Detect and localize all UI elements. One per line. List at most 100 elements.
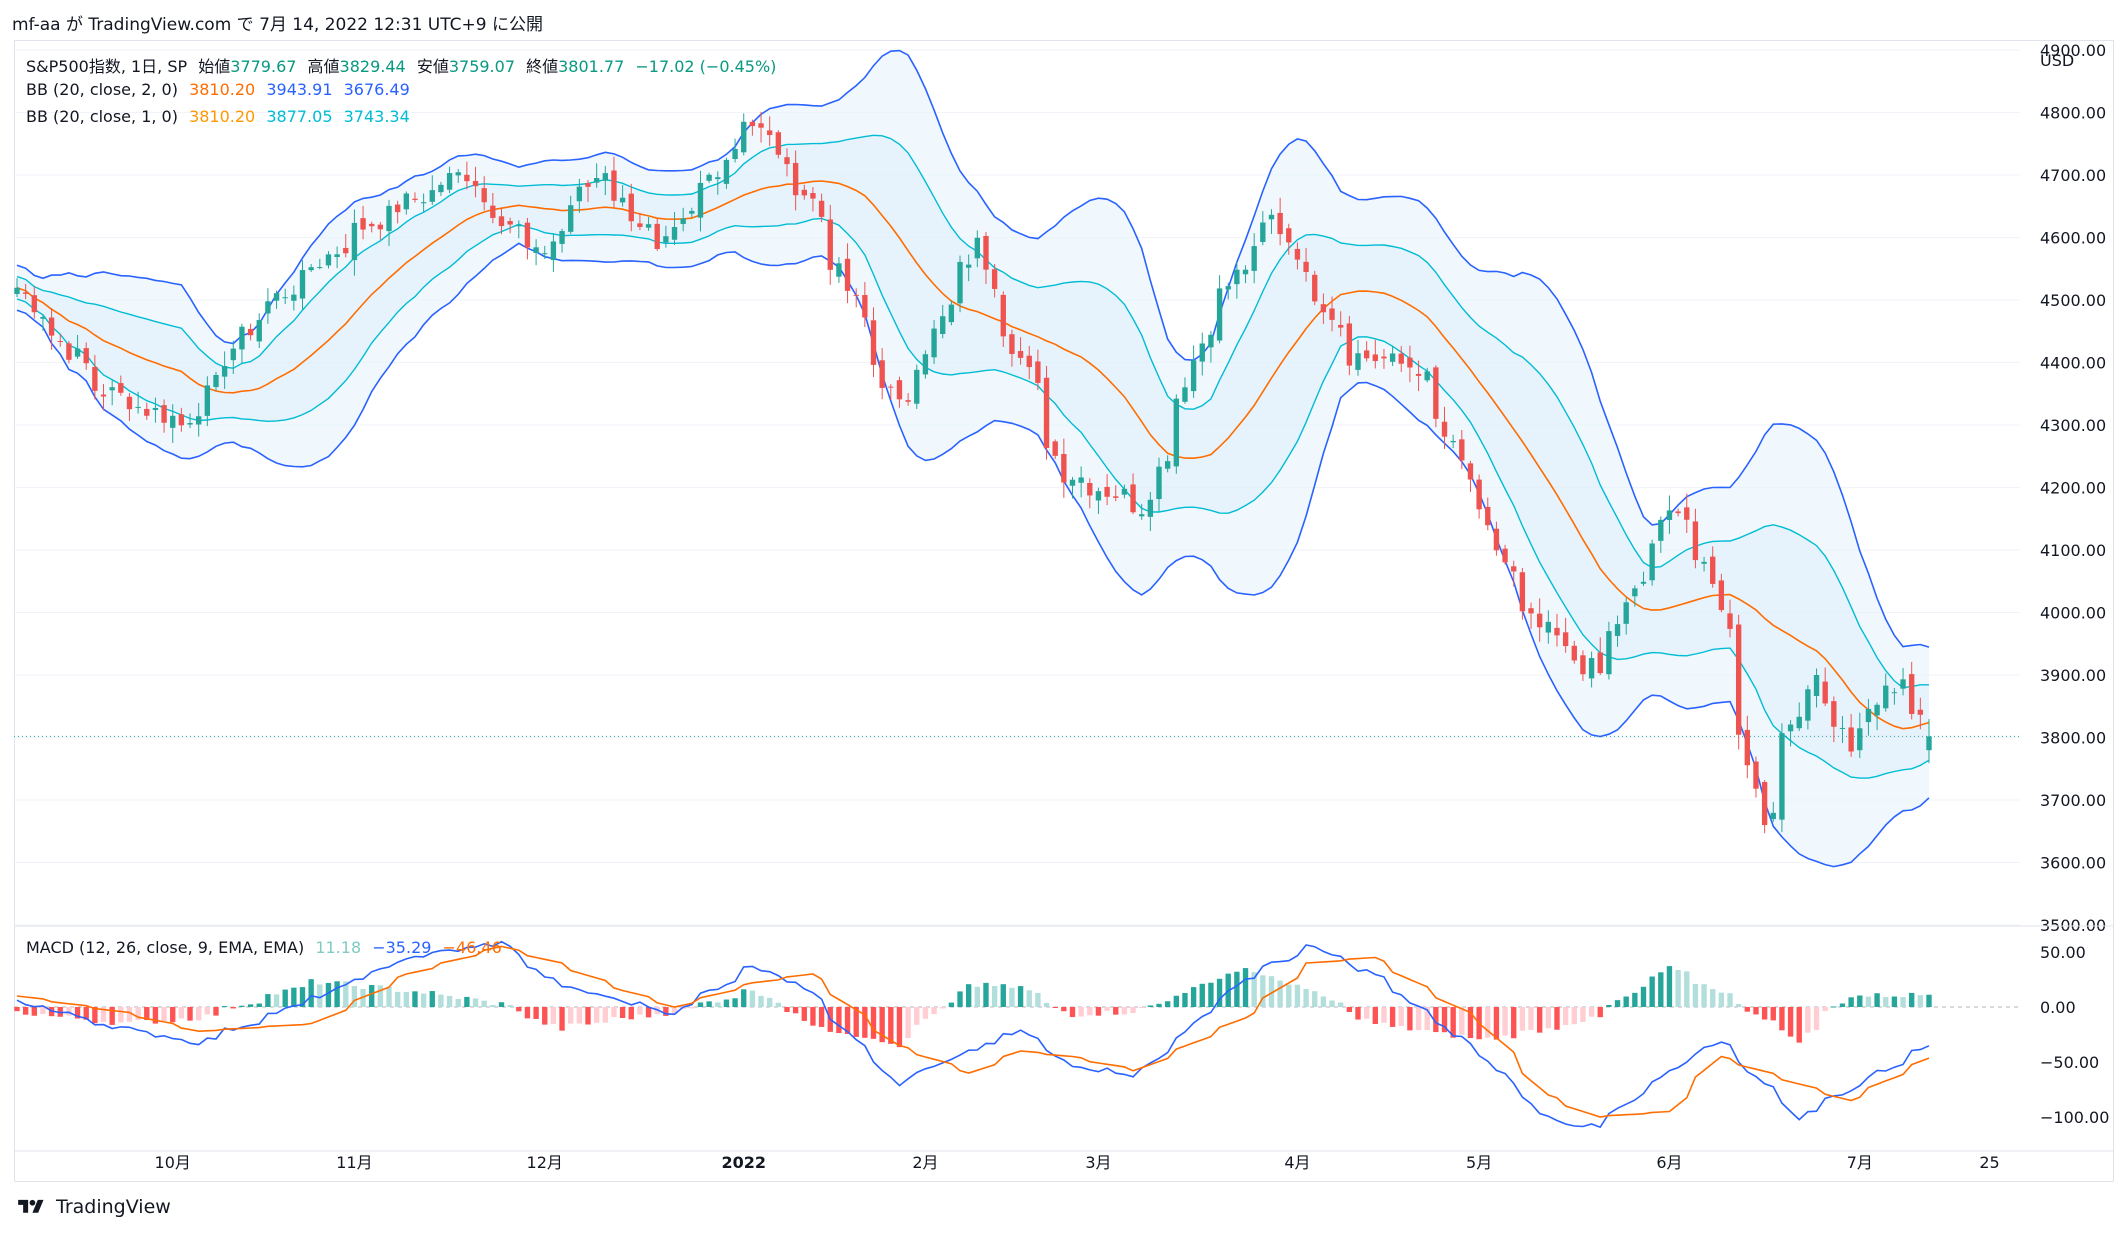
- bb2-legend[interactable]: BB (20, close, 2, 0) 3810.20 3943.91 367…: [26, 80, 416, 99]
- candle: [351, 209, 358, 276]
- candle-body: [1701, 561, 1707, 564]
- currency-label: USD: [2040, 51, 2074, 70]
- candle: [663, 225, 669, 248]
- candle-body: [689, 210, 695, 214]
- candle: [230, 340, 236, 374]
- candle: [1026, 345, 1032, 380]
- candle-body: [749, 121, 756, 127]
- candle: [1147, 492, 1154, 532]
- macd-histogram-bar: [1415, 1007, 1422, 1031]
- candle: [1415, 360, 1422, 392]
- macd-histogram-bar: [1632, 992, 1638, 1007]
- candle-body: [619, 197, 626, 203]
- macd-histogram-bar: [1787, 1007, 1794, 1037]
- candle: [749, 119, 756, 136]
- bb1-legend[interactable]: BB (20, close, 1, 0) 3810.20 3877.05 374…: [26, 107, 416, 126]
- candle: [1000, 291, 1006, 347]
- macd-histogram-bar: [1675, 969, 1681, 1007]
- macd-histogram-bar: [161, 1007, 167, 1021]
- macd-histogram-bar: [706, 1001, 712, 1007]
- candle-body: [1061, 453, 1067, 483]
- candle: [524, 217, 531, 260]
- candle: [498, 208, 505, 235]
- candle: [1865, 699, 1872, 736]
- candle: [1761, 779, 1768, 834]
- macd-histogram-bar: [957, 991, 963, 1007]
- macd-histogram-bar: [870, 1007, 877, 1039]
- candle: [239, 323, 245, 364]
- macd-histogram-bar: [1588, 1007, 1595, 1017]
- candle: [1606, 621, 1612, 680]
- candle-body: [1666, 510, 1673, 520]
- candle: [325, 251, 332, 269]
- macd-histogram-bar: [420, 993, 427, 1007]
- macd-histogram-bar: [1277, 980, 1283, 1007]
- candle-body: [1260, 222, 1266, 243]
- high-value: 3829.44: [339, 57, 406, 76]
- footer-brand[interactable]: TradingView: [14, 1196, 171, 1218]
- bb-upper-2sd-line: [16, 49, 1930, 648]
- candle-body: [1294, 248, 1301, 260]
- macd-histogram-bar: [792, 1007, 799, 1014]
- macd-histogram-bar: [1139, 1007, 1145, 1008]
- macd-histogram-bar: [1614, 1000, 1621, 1007]
- candle: [1329, 296, 1335, 332]
- macd-histogram-bar: [1156, 1003, 1162, 1007]
- candle: [957, 255, 963, 313]
- candle-body: [741, 121, 747, 153]
- time-tick-label: 25: [1979, 1153, 1999, 1172]
- candle: [1017, 337, 1024, 365]
- candle: [1182, 377, 1188, 404]
- candle-body: [369, 223, 375, 227]
- macd-histogram-bar: [464, 996, 470, 1007]
- candle-body: [1450, 440, 1456, 443]
- candle: [940, 304, 946, 339]
- macd-histogram-bar: [1087, 1007, 1093, 1016]
- candle: [931, 319, 937, 364]
- macd-histogram-bar: [758, 995, 764, 1007]
- macd-histogram-bar: [1883, 997, 1889, 1007]
- macd-legend[interactable]: MACD (12, 26, close, 9, EMA, EMA) 11.18 …: [26, 938, 508, 957]
- candle: [533, 239, 539, 266]
- time-tick-label: 12月: [527, 1153, 563, 1172]
- candle-body: [637, 223, 643, 227]
- candle-body: [1199, 343, 1205, 362]
- macd-histogram-bar: [498, 1002, 505, 1007]
- candle: [689, 207, 695, 218]
- symbol-label[interactable]: S&P500指数, 1日, SP: [26, 57, 188, 76]
- candle-body: [1865, 708, 1872, 723]
- candle: [1666, 495, 1673, 534]
- macd-histogram-bar: [1182, 992, 1188, 1007]
- macd-histogram-bar: [299, 987, 306, 1007]
- candle-body: [498, 216, 505, 227]
- macd-histogram-bar: [144, 1007, 150, 1021]
- macd-histogram-bar: [940, 1007, 946, 1009]
- candle: [723, 157, 730, 189]
- macd-tick-label: 0.00: [2040, 998, 2076, 1017]
- candle: [135, 391, 141, 414]
- candle-body: [1242, 269, 1249, 275]
- bb2-upper: 3943.91: [266, 80, 333, 99]
- candle: [1164, 455, 1171, 473]
- candle-body: [1407, 357, 1413, 368]
- candle: [1848, 713, 1854, 757]
- high-label: 高値: [307, 57, 340, 76]
- candle-body: [1389, 353, 1396, 362]
- candle: [1260, 211, 1266, 246]
- time-tick-label: 7月: [1847, 1153, 1873, 1172]
- candle-body: [1164, 461, 1171, 469]
- candle-body: [1043, 377, 1050, 448]
- macd-histogram-bar: [853, 1007, 859, 1037]
- candle: [879, 348, 885, 400]
- candle: [1139, 503, 1145, 520]
- macd-line: [16, 940, 1930, 1129]
- price-tick-label: 4200.00: [2040, 479, 2106, 498]
- candle: [1389, 345, 1396, 367]
- candle: [602, 165, 608, 196]
- candle-body: [516, 225, 522, 227]
- macd-histogram-bar: [1891, 996, 1898, 1007]
- candle: [22, 283, 29, 300]
- candle: [853, 288, 859, 308]
- macd-histogram-bar: [1035, 992, 1041, 1007]
